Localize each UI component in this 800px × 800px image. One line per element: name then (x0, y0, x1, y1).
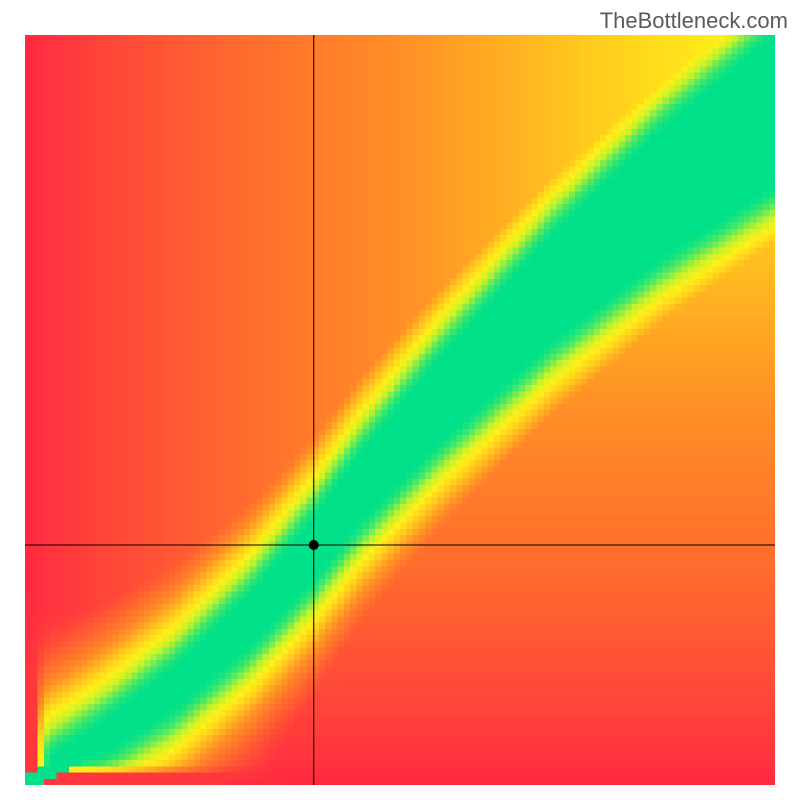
plot-area (25, 35, 775, 785)
watermark-text: TheBottleneck.com (600, 8, 788, 34)
chart-container: TheBottleneck.com (0, 0, 800, 800)
heatmap-canvas (25, 35, 775, 785)
